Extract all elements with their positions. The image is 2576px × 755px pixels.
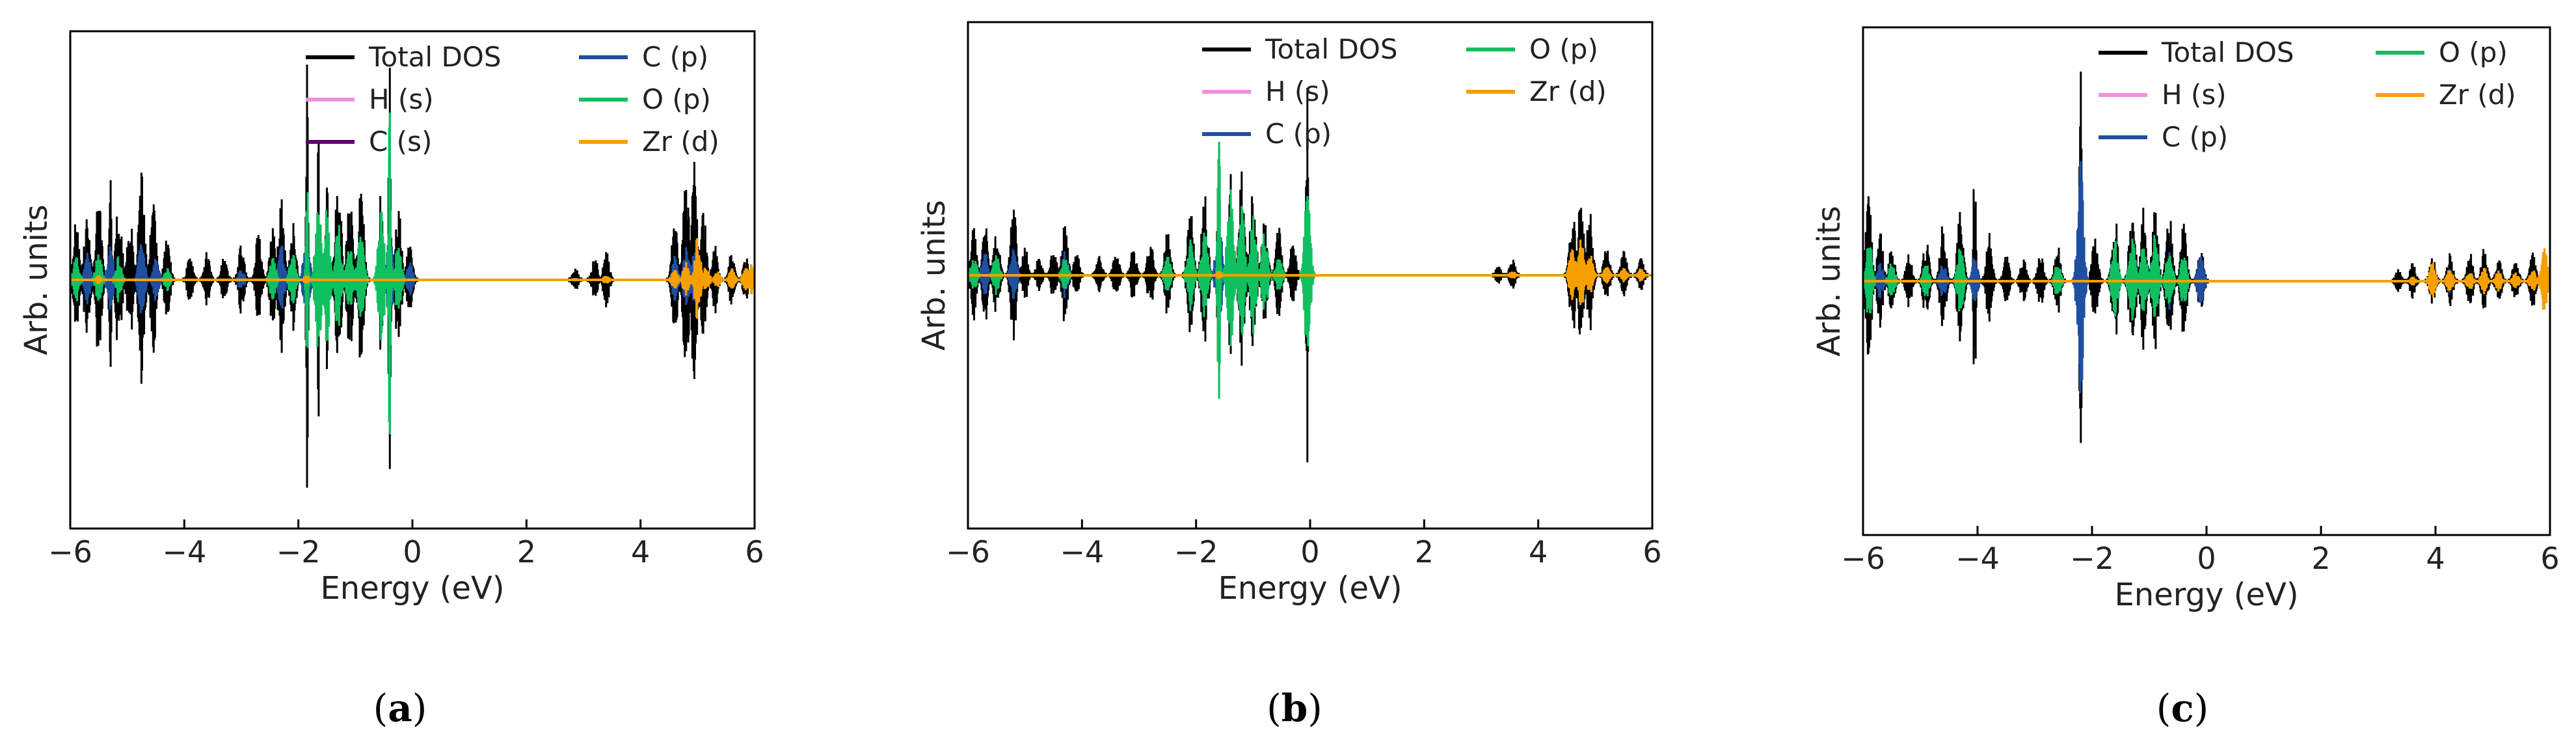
legend-label: C (p) xyxy=(642,41,708,73)
x-tick-label: 2 xyxy=(2311,541,2330,576)
legend-entry: Zr (d) xyxy=(579,126,719,158)
legend-entry: C (s) xyxy=(306,126,432,158)
legend-entry: O (p) xyxy=(579,83,711,115)
caption-close: ) xyxy=(1308,686,1322,730)
x-tick-label: 2 xyxy=(1415,534,1434,570)
legend-entry: Total DOS xyxy=(1202,33,1398,65)
legend-entry: H (s) xyxy=(2099,79,2227,111)
legend-label: H (s) xyxy=(2162,79,2227,111)
series-trace xyxy=(2406,248,2550,310)
legend-entry: H (s) xyxy=(1202,76,1330,107)
plot-area xyxy=(1863,72,2550,443)
x-tick-label: −2 xyxy=(1174,534,1218,570)
x-axis-label: Energy (eV) xyxy=(320,570,504,607)
x-tick-label: 4 xyxy=(1529,534,1548,570)
legend-label: Total DOS xyxy=(368,41,502,73)
x-axis-label: Energy (eV) xyxy=(2114,577,2298,613)
panel-caption: (b) xyxy=(1267,686,1322,730)
plot-area xyxy=(70,64,755,488)
x-tick-label: −2 xyxy=(276,534,321,570)
x-tick-label: −2 xyxy=(2070,541,2114,576)
plot-area xyxy=(968,88,1652,463)
legend-entry: O (p) xyxy=(2376,36,2508,68)
x-tick-label: 0 xyxy=(403,534,422,570)
x-tick-label: 6 xyxy=(745,534,764,570)
legend-entry: Zr (d) xyxy=(1466,76,1607,107)
legend-label: O (p) xyxy=(2439,36,2508,68)
x-tick-label: −6 xyxy=(1841,541,1885,576)
caption-letter: b xyxy=(1281,686,1308,730)
x-tick-label: −6 xyxy=(946,534,990,570)
y-axis-label: Arb. units xyxy=(916,200,952,351)
legend-entry: C (p) xyxy=(579,41,708,73)
caption-close: ) xyxy=(2194,686,2209,730)
series-zr-d- xyxy=(968,240,1652,305)
panel-caption: (c) xyxy=(2156,686,2209,730)
caption-letter: c xyxy=(2171,686,2194,730)
legend-label: Zr (d) xyxy=(1529,76,1607,107)
chart-panel-a: −6 −4 −2 0 2 4 6 Energy (eV) Arb. units Total DOS… xyxy=(18,30,764,730)
caption-open: ( xyxy=(373,686,388,730)
x-axis-label: Energy (eV) xyxy=(1218,570,1402,607)
legend-label: Zr (d) xyxy=(642,126,719,158)
legend-entry: Total DOS xyxy=(2099,36,2294,68)
x-tick-label: 6 xyxy=(2540,541,2559,576)
series-zr-d- xyxy=(70,238,755,319)
legend-label: Total DOS xyxy=(1265,33,1398,65)
legend-label: C (p) xyxy=(2162,121,2228,153)
panel-caption: (a) xyxy=(373,686,427,730)
x-tick-label: −4 xyxy=(1060,534,1104,570)
legend-label: C (s) xyxy=(369,126,432,158)
chart-panel-c: −6 −4 −2 0 2 4 6 Energy (eV) Arb. units Total DOS… xyxy=(1811,26,2560,730)
caption-letter: a xyxy=(388,686,412,730)
x-tick-label: −4 xyxy=(1955,541,2000,576)
y-axis-label: Arb. units xyxy=(1811,206,1847,357)
x-tick-label: −6 xyxy=(48,534,92,570)
x-tick-label: 2 xyxy=(517,534,536,570)
caption-open: ( xyxy=(2156,686,2171,730)
caption-open: ( xyxy=(1267,686,1281,730)
legend-entry: H (s) xyxy=(306,83,434,115)
caption-close: ) xyxy=(412,686,427,730)
y-axis-label: Arb. units xyxy=(18,204,55,355)
x-tick-label: 0 xyxy=(1300,534,1319,570)
legend-entry: O (p) xyxy=(1466,33,1598,65)
legend-label: O (p) xyxy=(1529,33,1598,65)
series-zr-d- xyxy=(1863,248,2550,310)
legend-label: H (s) xyxy=(369,83,434,115)
x-tick-label: 0 xyxy=(2197,541,2216,576)
x-tick-label: 4 xyxy=(2426,541,2445,576)
legend-label: Zr (d) xyxy=(2439,79,2516,111)
legend-entry: Total DOS xyxy=(306,41,502,73)
legend-label: Total DOS xyxy=(2161,36,2294,68)
x-tick-label: −4 xyxy=(162,534,206,570)
x-tick-label: 4 xyxy=(631,534,650,570)
legend-label: H (s) xyxy=(1265,76,1330,107)
legend-entry: C (p) xyxy=(1202,118,1332,150)
chart-panel-b: −6 −4 −2 0 2 4 6 Energy (eV) Arb. units Total DOS… xyxy=(916,21,1662,730)
x-tick-label: 6 xyxy=(1643,534,1661,570)
legend-label: O (p) xyxy=(642,83,711,115)
legend-label: C (p) xyxy=(1265,118,1332,150)
legend-entry: C (p) xyxy=(2099,121,2228,153)
legend-entry: Zr (d) xyxy=(2376,79,2516,111)
